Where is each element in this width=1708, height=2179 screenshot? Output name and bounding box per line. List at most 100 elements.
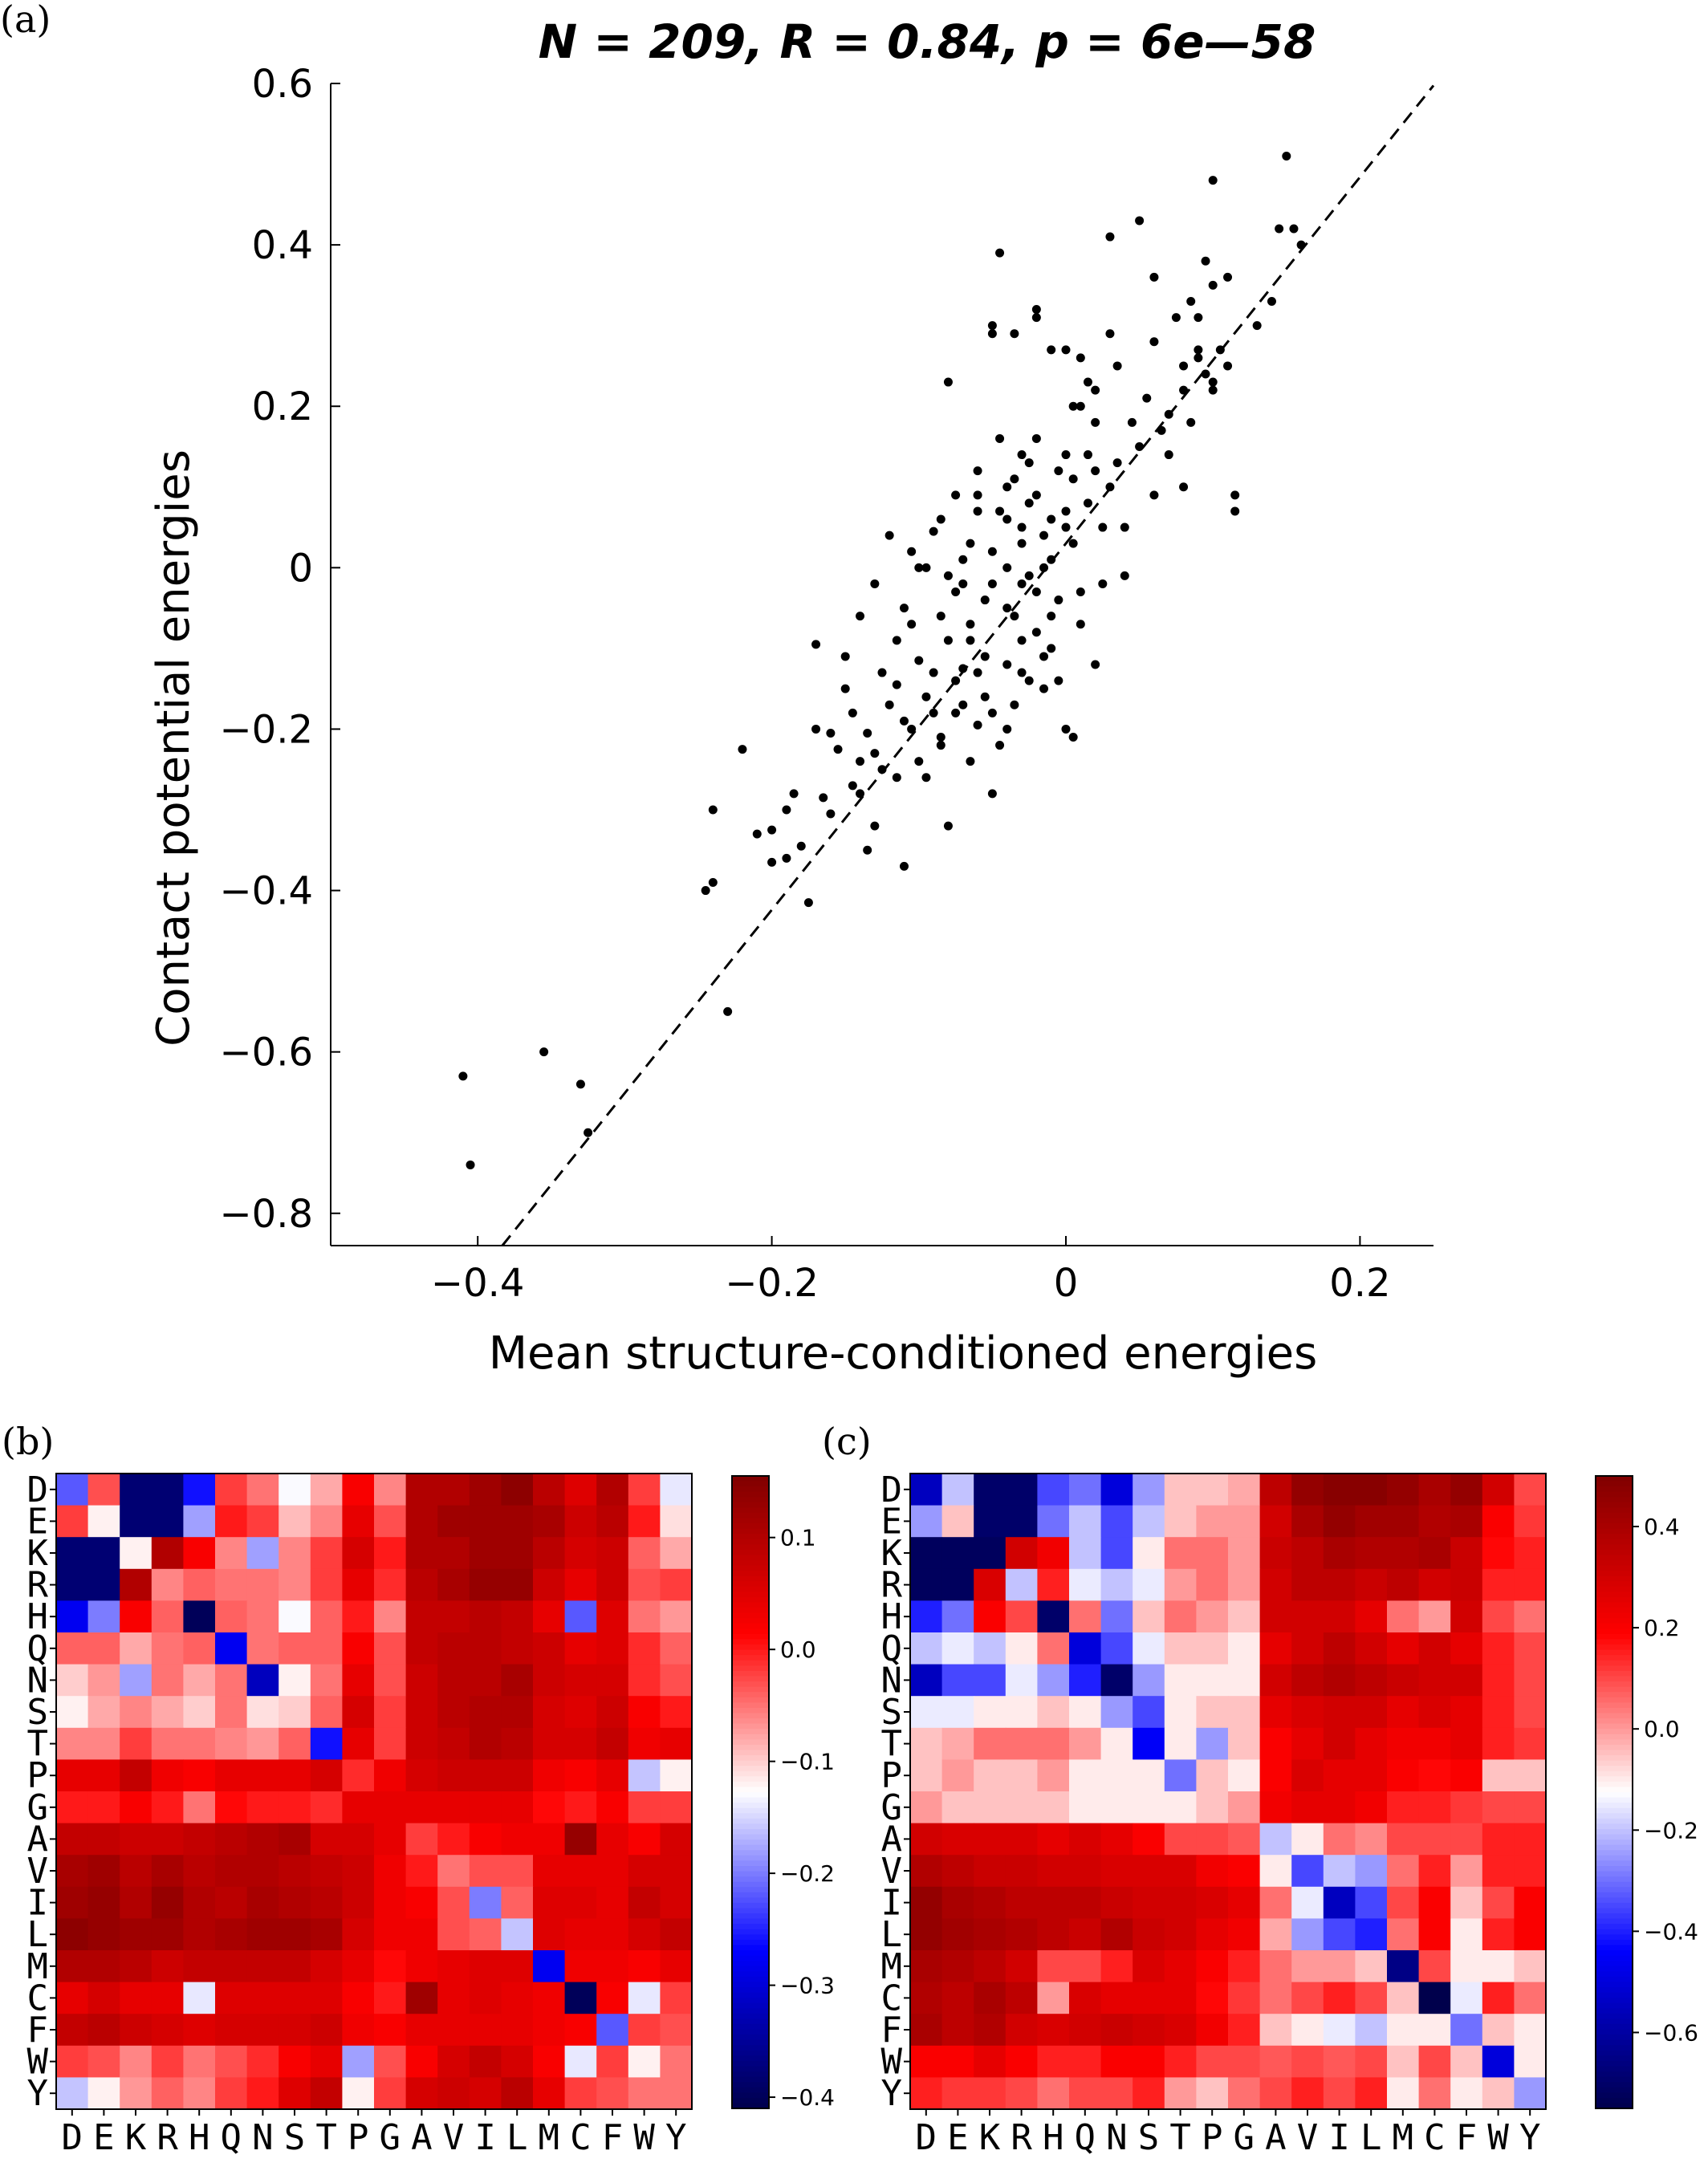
data-point [1186, 297, 1196, 306]
colorbar-segment [1596, 1755, 1633, 1762]
row-label: R [881, 1565, 903, 1606]
colorbar-segment [732, 1549, 769, 1556]
data-point [907, 724, 917, 734]
y-tick-label: −0.4 [219, 869, 313, 914]
data-point [980, 652, 990, 661]
heatmap-cell [279, 1664, 311, 1697]
row-label: L [881, 1914, 903, 1955]
data-point [1120, 522, 1129, 532]
heatmap-cell [941, 1664, 974, 1697]
colorbar-segment [732, 1992, 769, 1998]
heatmap-cell [342, 1759, 375, 1792]
heatmap-cell [941, 1727, 974, 1760]
colorbar-segment [732, 1686, 769, 1693]
data-point [1024, 571, 1034, 580]
col-label: M [1393, 2117, 1414, 2158]
heatmap-cell [910, 1600, 943, 1633]
data-point [973, 668, 982, 677]
colorbar-segment [1596, 2018, 1633, 2025]
heatmap-cell [1450, 1727, 1483, 1760]
heatmap-cell [437, 1664, 470, 1697]
heatmap-cell [564, 1791, 597, 1824]
heatmap-cell [1482, 1727, 1515, 1760]
data-point [870, 821, 880, 831]
heatmap-cell [1228, 1474, 1261, 1506]
heatmap-cell [941, 1918, 974, 1951]
colorbar-segment [732, 1497, 769, 1503]
heatmap-cell [279, 1886, 311, 1919]
data-point [1201, 256, 1210, 266]
col-label: V [1297, 2117, 1319, 2158]
heatmap-cell [151, 1600, 184, 1633]
heatmap-cell [1514, 1918, 1547, 1951]
heatmap-cell [1387, 2077, 1420, 2110]
heatmap-cell [941, 1823, 974, 1856]
colorbar-segment [1596, 1766, 1633, 1772]
heatmap-cell [469, 2045, 502, 2078]
colorbar-segment [1596, 2008, 1633, 2014]
heatmap-cell [1069, 1982, 1102, 2014]
row-label: M [881, 1946, 903, 1987]
colorbar-segment [732, 1855, 769, 1861]
heatmap-cell [342, 1886, 375, 1919]
heatmap-cell [215, 1505, 248, 1538]
heatmap-cell [1133, 1727, 1165, 1760]
heatmap-cell [1005, 1759, 1038, 1792]
heatmap-cell [1100, 1918, 1133, 1951]
data-point [840, 652, 850, 661]
heatmap-cell [1291, 1759, 1324, 1792]
heatmap-cell [183, 2045, 216, 2078]
colorbar-segment [1596, 1982, 1633, 1988]
data-point [1149, 490, 1159, 500]
heatmap-cell [1355, 1727, 1388, 1760]
heatmap-cell [246, 1950, 279, 1983]
heatmap-cell [1323, 1918, 1356, 1951]
data-point [943, 821, 953, 831]
heatmap-cell [628, 2077, 661, 2110]
heatmap-cell [1514, 1759, 1547, 1792]
data-point [1083, 377, 1092, 387]
row-label: Y [27, 2073, 49, 2114]
data-point [1076, 587, 1085, 596]
colorbar-segment [1596, 1729, 1633, 1735]
colorbar-segment [1596, 1834, 1633, 1840]
heatmap-cell [1133, 1823, 1165, 1856]
heatmap-cell [1450, 1632, 1483, 1665]
heatmap-cell [374, 1474, 407, 1506]
heatmap-cell [1514, 1727, 1547, 1760]
data-point [929, 668, 938, 677]
data-point [782, 853, 791, 863]
heatmap-cell [310, 2045, 343, 2078]
col-label: C [570, 2117, 592, 2158]
heatmap-cell [1355, 1600, 1388, 1633]
heatmap-cell [941, 1600, 974, 1633]
colorbar-segment [1596, 2050, 1633, 2056]
heatmap-cell [1100, 1759, 1133, 1792]
heatmap-cell [1355, 2077, 1388, 2110]
data-point [936, 741, 946, 750]
col-label: V [443, 2117, 465, 2158]
heatmap-cell [1323, 1823, 1356, 1856]
heatmap-cell [87, 1791, 120, 1824]
heatmap-cell [1100, 1886, 1133, 1919]
data-point [796, 841, 806, 851]
heatmap-cell [437, 1823, 470, 1856]
heatmap-cell [1323, 1727, 1356, 1760]
heatmap-cell [1037, 1950, 1070, 1983]
colorbar-segment [732, 2087, 769, 2093]
heatmap-cell [1323, 1505, 1356, 1538]
heatmap-cell [910, 1474, 943, 1506]
heatmap-cell [1005, 1918, 1038, 1951]
data-point [1031, 313, 1041, 323]
data-point [921, 773, 931, 783]
heatmap-cell [533, 1886, 566, 1919]
col-label: D [62, 2117, 83, 2158]
heatmap-cell [1037, 2014, 1070, 2047]
heatmap-cell [1482, 1982, 1515, 2014]
data-point [1017, 636, 1027, 645]
heatmap-cell [215, 1537, 248, 1570]
colorbar-segment [732, 1892, 769, 1898]
colorbar-segment [732, 1639, 769, 1645]
heatmap-cell [279, 1791, 311, 1824]
data-point [1061, 506, 1071, 516]
